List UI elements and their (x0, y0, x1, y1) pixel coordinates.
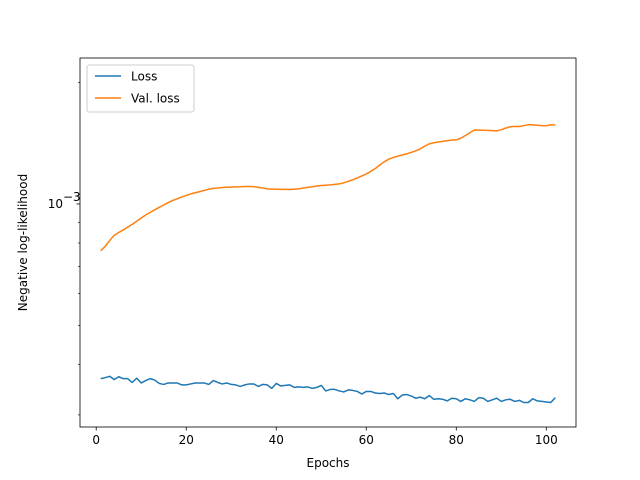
x-tick-label: 20 (179, 433, 194, 447)
x-tick-label: 80 (449, 433, 464, 447)
x-tick-label: 60 (359, 433, 374, 447)
x-axis-ticks: 0 20 40 60 80 100 (92, 427, 558, 447)
y-axis-ticks: 10 −3 (48, 82, 81, 416)
y-tick-label-exponent: −3 (63, 190, 81, 204)
x-tick-label: 100 (535, 433, 558, 447)
y-axis-label: Negative log-likelihood (16, 174, 30, 311)
legend: Loss Val. loss (86, 64, 195, 113)
legend-label: Loss (131, 70, 157, 84)
x-axis-label: Epochs (307, 456, 350, 470)
y-tick-label: 10 (48, 197, 63, 211)
x-tick-label: 0 (92, 433, 100, 447)
series-line-loss (100, 375, 556, 404)
axes-frame (79, 57, 577, 428)
x-tick-label: 40 (269, 433, 284, 447)
series-line-val-loss (100, 123, 556, 252)
series-layer (100, 123, 556, 404)
legend-label: Val. loss (131, 92, 180, 106)
